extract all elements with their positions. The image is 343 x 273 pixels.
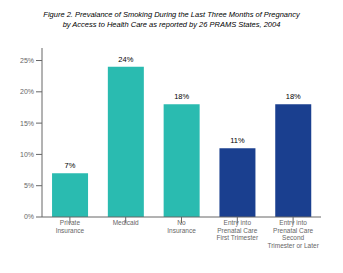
svg-text:7%: 7% xyxy=(65,161,76,170)
svg-text:Entry intoPrenatal CareFirst T: Entry intoPrenatal CareFirst Trimester xyxy=(217,219,259,241)
svg-text:18%: 18% xyxy=(174,92,189,101)
svg-text:15%: 15% xyxy=(20,120,34,127)
svg-text:24%: 24% xyxy=(118,55,133,64)
svg-text:Medicaid: Medicaid xyxy=(113,219,139,226)
svg-text:18%: 18% xyxy=(286,92,301,101)
svg-text:10%: 10% xyxy=(20,151,34,158)
svg-text:NoInsurance: NoInsurance xyxy=(167,219,196,234)
svg-text:20%: 20% xyxy=(20,88,34,95)
svg-text:11%: 11% xyxy=(230,136,245,145)
svg-text:PrivateInsurance: PrivateInsurance xyxy=(56,219,85,234)
svg-text:Entry intoPrenatal CareSecondT: Entry intoPrenatal CareSecondTrimester o… xyxy=(267,219,319,249)
html-text:by Access to Health Care as re: by Access to Health Care as reported by … xyxy=(62,20,281,29)
svg-text:5%: 5% xyxy=(24,182,34,189)
html-text:Figure 2. Prevalance of Smokin: Figure 2. Prevalance of Smoking During t… xyxy=(43,10,300,19)
svg-text:25%: 25% xyxy=(20,57,34,64)
svg-text:0%: 0% xyxy=(24,213,34,220)
